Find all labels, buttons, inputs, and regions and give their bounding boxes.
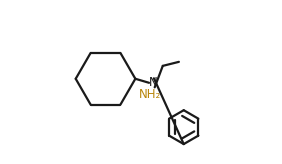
Text: NH₂: NH₂ bbox=[138, 88, 161, 101]
Text: N: N bbox=[149, 76, 157, 89]
